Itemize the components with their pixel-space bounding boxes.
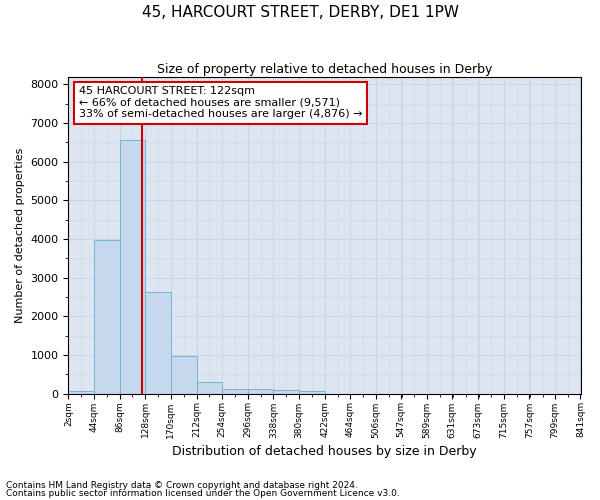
Bar — [68, 391, 94, 394]
Bar — [119, 140, 145, 394]
Y-axis label: Number of detached properties: Number of detached properties — [15, 148, 25, 323]
Bar — [248, 388, 274, 394]
Bar — [274, 390, 299, 394]
Text: 45 HARCOURT STREET: 122sqm
← 66% of detached houses are smaller (9,571)
33% of s: 45 HARCOURT STREET: 122sqm ← 66% of deta… — [79, 86, 362, 120]
Bar — [171, 356, 197, 394]
Title: Size of property relative to detached houses in Derby: Size of property relative to detached ho… — [157, 62, 492, 76]
Bar — [197, 382, 222, 394]
Text: 45, HARCOURT STREET, DERBY, DE1 1PW: 45, HARCOURT STREET, DERBY, DE1 1PW — [142, 5, 458, 20]
Bar — [299, 390, 325, 394]
X-axis label: Distribution of detached houses by size in Derby: Distribution of detached houses by size … — [172, 444, 477, 458]
Bar — [94, 240, 119, 394]
Bar — [145, 292, 171, 394]
Text: Contains public sector information licensed under the Open Government Licence v3: Contains public sector information licen… — [6, 489, 400, 498]
Text: Contains HM Land Registry data © Crown copyright and database right 2024.: Contains HM Land Registry data © Crown c… — [6, 480, 358, 490]
Bar — [222, 388, 248, 394]
